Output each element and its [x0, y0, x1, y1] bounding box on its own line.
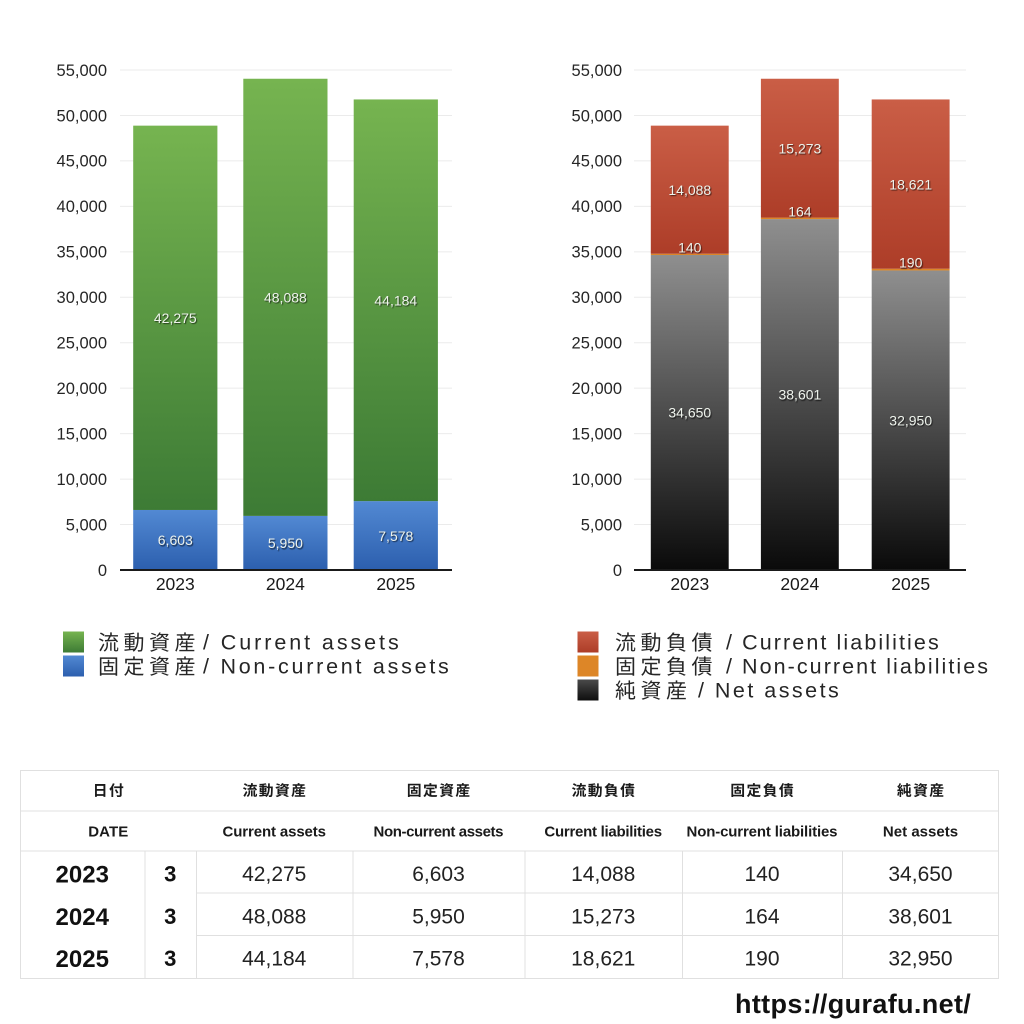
svg-text:/ Current assets: / Current assets: [203, 631, 399, 655]
svg-text:Current liabilities: Current liabilities: [544, 823, 662, 840]
svg-text:3: 3: [164, 904, 176, 929]
svg-text:15,000: 15,000: [57, 425, 107, 443]
svg-text:25,000: 25,000: [57, 335, 107, 353]
svg-text:0: 0: [613, 562, 622, 580]
svg-text:44,184: 44,184: [374, 292, 417, 308]
svg-text:38,601: 38,601: [778, 387, 821, 403]
svg-text:/ Non-current liabilities: / Non-current liabilities: [726, 655, 988, 679]
svg-text:55,000: 55,000: [572, 62, 622, 80]
svg-text:Non-current assets: Non-current assets: [374, 823, 504, 840]
svg-text:18,621: 18,621: [889, 176, 932, 192]
svg-text:35,000: 35,000: [572, 244, 622, 262]
svg-text:2024: 2024: [780, 574, 819, 594]
svg-text:38,601: 38,601: [888, 906, 952, 929]
svg-text:2025: 2025: [376, 574, 415, 594]
svg-text:164: 164: [788, 203, 812, 219]
svg-text:50,000: 50,000: [572, 107, 622, 125]
svg-text:5,950: 5,950: [268, 535, 303, 551]
svg-text:48,088: 48,088: [264, 290, 307, 306]
svg-text:Net assets: Net assets: [883, 823, 958, 840]
svg-text:0: 0: [98, 562, 107, 580]
svg-text:15,273: 15,273: [571, 906, 635, 929]
svg-text:25,000: 25,000: [572, 335, 622, 353]
svg-text:42,275: 42,275: [154, 310, 197, 326]
svg-text:2024: 2024: [56, 904, 110, 931]
svg-text:https://gurafu.net/: https://gurafu.net/: [735, 989, 971, 1019]
svg-text:35,000: 35,000: [57, 244, 107, 262]
svg-text:164: 164: [744, 906, 779, 929]
svg-text:48,088: 48,088: [242, 906, 306, 929]
svg-text:7,578: 7,578: [378, 528, 413, 544]
svg-text:20,000: 20,000: [572, 380, 622, 398]
svg-text:10,000: 10,000: [572, 471, 622, 489]
svg-text:34,650: 34,650: [668, 405, 711, 421]
svg-text:30,000: 30,000: [572, 289, 622, 307]
svg-text:7,578: 7,578: [412, 948, 465, 971]
svg-text:50,000: 50,000: [57, 107, 107, 125]
svg-text:20,000: 20,000: [57, 380, 107, 398]
svg-text:14,088: 14,088: [668, 182, 711, 198]
svg-text:6,603: 6,603: [158, 532, 193, 548]
svg-text:44,184: 44,184: [242, 948, 307, 971]
svg-text:190: 190: [899, 255, 923, 271]
svg-text:2025: 2025: [56, 946, 109, 973]
svg-text:Current assets: Current assets: [223, 823, 326, 840]
svg-text:15,000: 15,000: [572, 425, 622, 443]
svg-text:32,950: 32,950: [888, 948, 952, 971]
svg-text:3: 3: [164, 946, 176, 971]
svg-text:5,000: 5,000: [66, 516, 107, 534]
svg-text:/ Current liabilities: / Current liabilities: [726, 631, 939, 655]
svg-text:2024: 2024: [266, 574, 305, 594]
svg-text:40,000: 40,000: [57, 198, 107, 216]
svg-text:34,650: 34,650: [888, 863, 952, 886]
svg-text:42,275: 42,275: [242, 863, 306, 886]
svg-text:15,273: 15,273: [778, 140, 821, 156]
svg-text:Non-current liabilities: Non-current liabilities: [687, 823, 838, 840]
svg-text:3: 3: [164, 862, 176, 887]
svg-text:190: 190: [744, 948, 779, 971]
svg-text:/ Non-current assets: / Non-current assets: [203, 655, 449, 679]
svg-text:55,000: 55,000: [57, 62, 107, 80]
svg-text:40,000: 40,000: [572, 198, 622, 216]
svg-text:45,000: 45,000: [572, 153, 622, 171]
svg-text:45,000: 45,000: [57, 153, 107, 171]
svg-text:140: 140: [678, 239, 702, 255]
svg-text:6,603: 6,603: [412, 863, 465, 886]
svg-text:2025: 2025: [891, 574, 930, 594]
svg-text:10,000: 10,000: [57, 471, 107, 489]
svg-text:5,950: 5,950: [412, 906, 465, 929]
svg-text:140: 140: [744, 863, 779, 886]
svg-text:/ Net assets: / Net assets: [698, 679, 839, 703]
svg-text:2023: 2023: [670, 574, 709, 594]
svg-text:2023: 2023: [56, 862, 109, 889]
svg-text:2023: 2023: [156, 574, 195, 594]
svg-text:30,000: 30,000: [57, 289, 107, 307]
svg-text:18,621: 18,621: [571, 948, 635, 971]
svg-text:DATE: DATE: [88, 823, 128, 840]
svg-text:5,000: 5,000: [581, 516, 622, 534]
svg-text:32,950: 32,950: [889, 412, 932, 428]
svg-text:14,088: 14,088: [571, 863, 635, 886]
